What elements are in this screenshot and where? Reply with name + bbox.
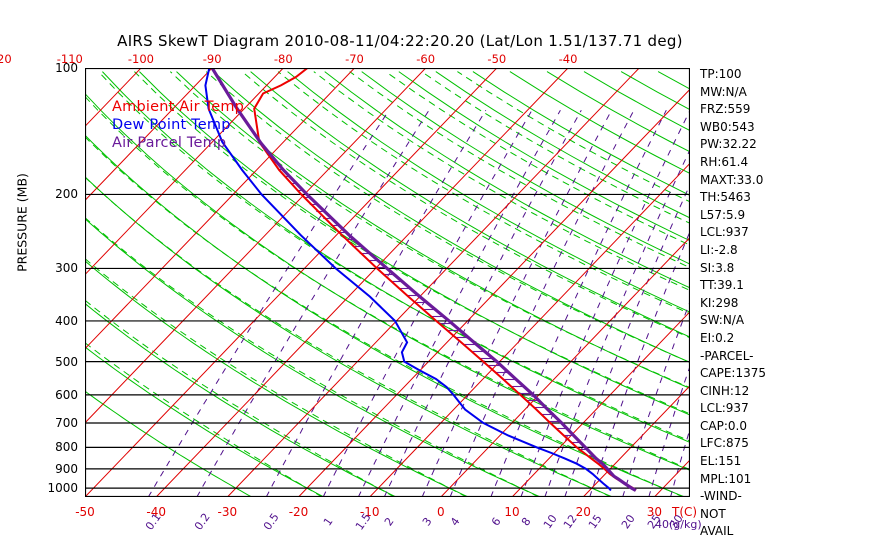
bottom-temp-tick--20: -20 <box>289 505 309 519</box>
bottom-temp-tick-20: 20 <box>576 505 591 519</box>
parameter-7: TH:5463 <box>700 189 830 207</box>
parameter-1: MW:N/A <box>700 84 830 102</box>
parameter-6: MAXT:33.0 <box>700 172 830 190</box>
parameter-26: AVAIL <box>700 523 830 541</box>
mixing-ratio-axis: 0.10.20.511.523468101215202530 <box>85 518 690 548</box>
mixing-ratio-unit-label: 40(g/kg) <box>655 518 702 531</box>
legend-item-2: Air Parcel Temp <box>112 134 332 152</box>
parameter-12: TT:39.1 <box>700 277 830 295</box>
pressure-tick-600: 600 <box>55 388 78 402</box>
parameter-15: EI:0.2 <box>700 330 830 348</box>
pressure-tick-900: 900 <box>55 462 78 476</box>
mixing-ratio-tick-8: 8 <box>519 515 534 528</box>
parameter-8: L57:5.9 <box>700 207 830 225</box>
parameter-14: SW:N/A <box>700 312 830 330</box>
parameter-25: NOT <box>700 506 830 524</box>
pressure-tick-500: 500 <box>55 355 78 369</box>
parameter-10: LI:-2.8 <box>700 242 830 260</box>
top-temp-tick--70: -70 <box>345 52 364 66</box>
top-temp-tick--40: -40 <box>559 52 578 66</box>
mixing-ratio-tick-4: 4 <box>448 515 463 528</box>
skewt-diagram: AIRS SkewT Diagram 2010-08-11/04:22:20.2… <box>0 0 870 560</box>
parameter-5: RH:61.4 <box>700 154 830 172</box>
top-temperature-axis: -120-110-100-90-80-70-60-50-40 <box>85 52 690 66</box>
parameter-3: WB0:543 <box>700 119 830 137</box>
top-temp-tick--90: -90 <box>203 52 222 66</box>
top-temp-tick--100: -100 <box>128 52 154 66</box>
parameter-4: PW:32.22 <box>700 136 830 154</box>
parameter-20: CAP:0.0 <box>700 418 830 436</box>
bottom-temp-tick--30: -30 <box>218 505 238 519</box>
pressure-tick-1000: 1000 <box>47 481 78 495</box>
bottom-temp-tick-10: 10 <box>504 505 519 519</box>
pressure-tick-200: 200 <box>55 187 78 201</box>
bottom-temp-tick-0: 0 <box>437 505 445 519</box>
legend-item-0: Ambient Air Temp <box>112 98 332 116</box>
pressure-tick-800: 800 <box>55 440 78 454</box>
parameter-23: MPL:101 <box>700 471 830 489</box>
pressure-axis-label: PRESSURE (MB) <box>15 163 30 283</box>
temperature-unit-label: T(C) <box>672 505 697 519</box>
top-temp-tick--120: -120 <box>0 52 12 66</box>
parameter-21: LFC:875 <box>700 435 830 453</box>
parameter-16: -PARCEL- <box>700 348 830 366</box>
cape-shading <box>260 143 602 464</box>
pressure-tick-700: 700 <box>55 416 78 430</box>
parameter-24: -WIND- <box>700 488 830 506</box>
top-temp-tick--60: -60 <box>416 52 435 66</box>
mixing-ratio-tick-3: 3 <box>420 515 435 528</box>
bottom-temp-tick--50: -50 <box>75 505 95 519</box>
legend: Ambient Air TempDew Point TempAir Parcel… <box>112 98 332 152</box>
legend-item-1: Dew Point Temp <box>112 116 332 134</box>
parameter-9: LCL:937 <box>700 224 830 242</box>
top-temp-tick--50: -50 <box>487 52 506 66</box>
parameter-2: FRZ:559 <box>700 101 830 119</box>
parameter-0: TP:100 <box>700 66 830 84</box>
mixing-ratio-tick-6: 6 <box>489 515 504 528</box>
pressure-tick-400: 400 <box>55 314 78 328</box>
pressure-axis: 1002003004005006007008009001000 <box>10 68 78 497</box>
parameter-18: CINH:12 <box>700 383 830 401</box>
parameter-19: LCL:937 <box>700 400 830 418</box>
parameter-17: CAPE:1375 <box>700 365 830 383</box>
page-title: AIRS SkewT Diagram 2010-08-11/04:22:20.2… <box>0 32 800 50</box>
pressure-tick-100: 100 <box>55 61 78 75</box>
mixing-ratio-tick-2: 2 <box>382 515 397 528</box>
mixing-ratio-tick-1: 1 <box>321 515 336 528</box>
parameter-11: SI:3.8 <box>700 260 830 278</box>
parameter-22: EL:151 <box>700 453 830 471</box>
top-temp-tick--80: -80 <box>274 52 293 66</box>
pressure-tick-300: 300 <box>55 261 78 275</box>
parameter-13: KI:298 <box>700 295 830 313</box>
parameter-list: TP:100MW:N/AFRZ:559WB0:543PW:32.22RH:61.… <box>700 66 830 541</box>
